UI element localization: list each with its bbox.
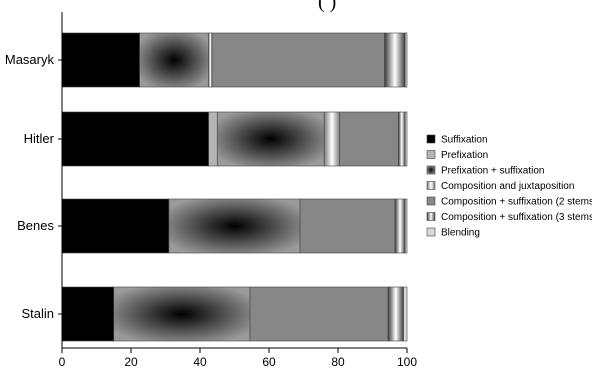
x-tick-label: 40 <box>193 355 207 369</box>
bar-benes-7 <box>404 198 408 254</box>
legend-swatch <box>426 196 436 206</box>
bar-benes-3 <box>168 198 301 254</box>
legend-swatch <box>426 165 436 175</box>
legend-item: Composition + suffixation (3 stems) <box>441 212 592 223</box>
bar-masaryk-7 <box>404 32 408 88</box>
x-tick-label: 0 <box>59 355 66 369</box>
category-label: Stalin <box>21 306 54 321</box>
x-tick-label: 80 <box>331 355 345 369</box>
legend-item: Prefixation <box>441 150 488 161</box>
legend-item: Blending <box>441 228 480 239</box>
x-tick-label: 60 <box>262 355 276 369</box>
category-label: Benes <box>17 218 54 233</box>
axes: Masaryk Hitler Benes Stalin 0 20 40 60 80 100 <box>5 12 417 369</box>
bar-masaryk-1 <box>61 32 140 88</box>
bar-stalin-7 <box>403 286 408 342</box>
legend-swatch <box>426 181 436 190</box>
bar-benes-6 <box>394 198 406 254</box>
category-label: Hitler <box>24 131 55 146</box>
bar-hitler-5 <box>339 111 399 167</box>
legend-swatch <box>426 227 436 237</box>
bar-hitler-2 <box>208 111 218 167</box>
bar-masaryk-3 <box>139 32 209 88</box>
bar-stalin-6 <box>387 286 404 342</box>
x-tick-label: 20 <box>124 355 138 369</box>
category-label: Masaryk <box>5 52 55 67</box>
legend-item: Composition and juxtaposition <box>441 181 574 192</box>
bars <box>61 32 408 342</box>
legend: Suffixation Prefixation Prefixation + suff… <box>426 134 592 239</box>
bar-masaryk-5 <box>211 32 385 88</box>
bar-masaryk-6 <box>384 32 406 88</box>
legend-item: Composition + suffixation (2 stems) <box>441 197 592 208</box>
legend-swatch <box>426 150 436 159</box>
legend-item: Suffixation <box>441 135 488 146</box>
bar-stalin-1 <box>61 286 115 342</box>
bar-hitler-3 <box>216 111 325 167</box>
legend-swatch <box>426 212 436 221</box>
bar-hitler-7 <box>404 111 408 167</box>
chart-title-fragment: ( ) <box>318 0 336 13</box>
bar-hitler-4 <box>323 111 341 167</box>
bar-masaryk-4 <box>208 32 213 88</box>
bar-hitler-1 <box>61 111 209 167</box>
bar-hitler-6 <box>398 111 406 167</box>
bar-stalin-5 <box>249 286 389 342</box>
bar-stalin-3 <box>113 286 251 342</box>
bar-benes-1 <box>61 198 170 254</box>
bar-benes-5 <box>299 198 396 254</box>
legend-item: Prefixation + suffixation <box>441 166 545 177</box>
legend-swatch <box>426 134 436 144</box>
x-tick-label: 100 <box>397 355 417 369</box>
